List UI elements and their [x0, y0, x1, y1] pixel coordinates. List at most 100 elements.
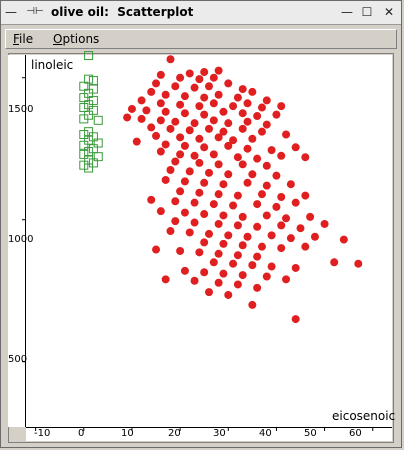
data-point-circle[interactable] — [262, 161, 271, 170]
data-point-circle[interactable] — [219, 127, 228, 136]
data-point-square[interactable] — [79, 160, 89, 170]
data-point-circle[interactable] — [320, 219, 329, 228]
data-point-circle[interactable] — [301, 191, 310, 200]
minimize-icon[interactable]: — — [341, 5, 353, 19]
data-point-circle[interactable] — [214, 219, 223, 228]
data-point-circle[interactable] — [267, 262, 276, 271]
data-point-square[interactable] — [84, 127, 94, 137]
data-point-circle[interactable] — [291, 143, 300, 152]
data-point-circle[interactable] — [147, 123, 156, 132]
data-point-circle[interactable] — [238, 109, 247, 118]
data-point-circle[interactable] — [190, 218, 199, 227]
data-point-circle[interactable] — [180, 177, 189, 186]
data-point-square[interactable] — [88, 158, 98, 168]
data-point-circle[interactable] — [262, 272, 271, 281]
data-point-square[interactable] — [79, 114, 89, 124]
data-point-circle[interactable] — [238, 124, 247, 133]
data-point-circle[interactable] — [238, 241, 247, 250]
close-icon[interactable]: ✕ — [383, 5, 395, 19]
data-point-circle[interactable] — [291, 263, 300, 272]
data-point-circle[interactable] — [233, 280, 242, 289]
data-point-circle[interactable] — [171, 157, 180, 166]
data-point-circle[interactable] — [238, 271, 247, 280]
data-point-circle[interactable] — [277, 192, 286, 201]
data-point-circle[interactable] — [233, 93, 242, 102]
data-point-circle[interactable] — [253, 112, 262, 121]
data-point-circle[interactable] — [205, 229, 213, 238]
data-point-circle[interactable] — [272, 110, 281, 119]
data-point-square[interactable] — [88, 132, 98, 142]
data-point-circle[interactable] — [209, 99, 218, 108]
data-point-circle[interactable] — [205, 82, 213, 91]
title-bar[interactable]: — ⊣⊢ olive oil: Scatterplot — ☐ ✕ — [1, 1, 401, 25]
data-point-circle[interactable] — [277, 221, 286, 230]
data-point-circle[interactable] — [282, 275, 291, 284]
data-point-circle[interactable] — [248, 300, 257, 309]
data-point-circle[interactable] — [277, 151, 286, 160]
data-point-circle[interactable] — [253, 222, 262, 231]
data-point-circle[interactable] — [229, 136, 238, 145]
data-point-circle[interactable] — [262, 181, 271, 190]
data-point-square[interactable] — [84, 74, 94, 84]
data-point-circle[interactable] — [282, 130, 291, 139]
menu-file[interactable]: File — [13, 32, 33, 46]
data-point-circle[interactable] — [224, 231, 233, 240]
data-point-circle[interactable] — [209, 200, 218, 209]
data-point-circle[interactable] — [354, 259, 363, 268]
data-point-circle[interactable] — [238, 212, 247, 221]
data-point-circle[interactable] — [205, 124, 213, 133]
data-point-circle[interactable] — [142, 106, 151, 115]
data-point-circle[interactable] — [272, 171, 281, 180]
data-point-circle[interactable] — [306, 212, 315, 221]
data-point-circle[interactable] — [229, 201, 238, 210]
data-point-circle[interactable] — [200, 238, 209, 247]
data-point-circle[interactable] — [171, 82, 180, 91]
data-point-circle[interactable] — [185, 167, 194, 176]
data-point-square[interactable] — [93, 152, 103, 162]
data-point-circle[interactable] — [253, 154, 262, 163]
data-point-circle[interactable] — [214, 278, 223, 287]
data-point-circle[interactable] — [195, 134, 204, 143]
data-point-circle[interactable] — [286, 234, 295, 243]
data-point-square[interactable] — [93, 138, 103, 148]
data-point-circle[interactable] — [195, 158, 204, 167]
data-point-square[interactable] — [79, 81, 89, 91]
data-point-circle[interactable] — [243, 178, 252, 187]
data-point-circle[interactable] — [156, 99, 165, 108]
data-point-circle[interactable] — [152, 245, 161, 254]
data-point-circle[interactable] — [277, 102, 286, 111]
data-point-circle[interactable] — [291, 198, 300, 207]
data-point-circle[interactable] — [253, 200, 262, 209]
data-point-circle[interactable] — [190, 151, 199, 160]
data-point-circle[interactable] — [277, 244, 286, 253]
data-point-circle[interactable] — [180, 208, 189, 217]
data-point-circle[interactable] — [248, 170, 257, 179]
data-point-circle[interactable] — [243, 117, 252, 126]
data-point-circle[interactable] — [176, 100, 185, 109]
data-point-circle[interactable] — [166, 166, 175, 175]
data-point-circle[interactable] — [209, 116, 218, 125]
data-point-circle[interactable] — [224, 290, 233, 299]
data-point-circle[interactable] — [330, 258, 339, 267]
pin-icon[interactable]: ⊣⊢ — [26, 6, 44, 17]
data-point-circle[interactable] — [200, 268, 209, 277]
data-point-circle[interactable] — [152, 79, 161, 88]
data-point-circle[interactable] — [185, 228, 194, 237]
data-point-circle[interactable] — [176, 150, 185, 159]
data-point-circle[interactable] — [156, 116, 165, 125]
data-point-circle[interactable] — [166, 124, 175, 133]
data-point-square[interactable] — [84, 147, 94, 157]
data-point-circle[interactable] — [282, 214, 291, 223]
data-point-circle[interactable] — [219, 180, 228, 189]
data-point-circle[interactable] — [166, 227, 175, 236]
data-point-square[interactable] — [88, 144, 98, 154]
data-point-circle[interactable] — [190, 119, 199, 128]
data-point-circle[interactable] — [233, 251, 242, 260]
data-point-circle[interactable] — [156, 207, 165, 216]
data-point-circle[interactable] — [253, 252, 262, 261]
data-point-circle[interactable] — [195, 248, 204, 257]
data-point-square[interactable] — [84, 100, 94, 110]
data-point-circle[interactable] — [219, 269, 228, 278]
data-point-circle[interactable] — [233, 221, 242, 230]
data-point-circle[interactable] — [185, 69, 194, 78]
